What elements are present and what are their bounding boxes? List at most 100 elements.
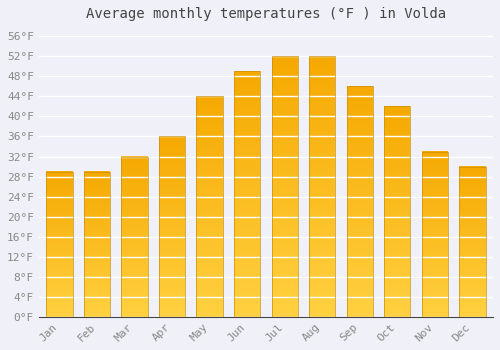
Bar [122, 248, 148, 251]
Bar [196, 102, 223, 105]
Bar [309, 183, 336, 187]
Bar [159, 290, 185, 292]
Bar [196, 275, 223, 278]
Bar [234, 222, 260, 225]
Bar [422, 218, 448, 220]
Bar [84, 251, 110, 253]
Bar [46, 211, 72, 213]
Bar [272, 144, 298, 147]
Bar [234, 77, 260, 80]
Bar [384, 177, 410, 180]
Bar [422, 197, 448, 199]
Bar [159, 260, 185, 263]
Bar [460, 311, 485, 313]
Bar [384, 206, 410, 209]
Bar [346, 130, 373, 132]
Bar [460, 274, 485, 275]
Bar [84, 275, 110, 277]
Bar [46, 255, 72, 257]
Bar [346, 164, 373, 167]
Bar [234, 310, 260, 314]
Bar [122, 181, 148, 183]
Bar [272, 170, 298, 174]
Bar [46, 220, 72, 222]
Bar [460, 200, 485, 202]
Bar [309, 105, 336, 108]
Bar [234, 71, 260, 75]
Bar [46, 226, 72, 228]
Bar [159, 197, 185, 199]
Bar [460, 167, 485, 317]
Bar [384, 125, 410, 127]
Bar [84, 195, 110, 197]
Bar [272, 147, 298, 151]
Bar [84, 279, 110, 280]
Bar [346, 314, 373, 317]
Bar [422, 203, 448, 205]
Bar [460, 289, 485, 290]
Bar [46, 206, 72, 208]
Bar [84, 177, 110, 179]
Bar [122, 206, 148, 209]
Bar [84, 233, 110, 235]
Bar [384, 185, 410, 188]
Bar [272, 252, 298, 255]
Bar [272, 222, 298, 226]
Bar [122, 295, 148, 297]
Bar [346, 121, 373, 124]
Bar [309, 147, 336, 151]
Bar [84, 231, 110, 233]
Bar [46, 260, 72, 262]
Bar [384, 196, 410, 198]
Bar [196, 132, 223, 135]
Bar [422, 191, 448, 193]
Bar [122, 156, 148, 317]
Bar [346, 176, 373, 178]
Bar [422, 240, 448, 243]
Bar [309, 128, 336, 131]
Bar [196, 300, 223, 303]
Bar [159, 224, 185, 227]
Bar [346, 86, 373, 89]
Bar [46, 233, 72, 235]
Bar [422, 184, 448, 187]
Bar [234, 308, 260, 311]
Bar [346, 92, 373, 95]
Bar [422, 164, 448, 166]
Bar [46, 286, 72, 288]
Bar [272, 310, 298, 314]
Bar [460, 244, 485, 245]
Bar [196, 152, 223, 154]
Bar [460, 307, 485, 309]
Bar [422, 275, 448, 278]
Bar [234, 216, 260, 219]
Bar [46, 181, 72, 182]
Bar [122, 187, 148, 189]
Bar [159, 157, 185, 159]
Bar [196, 220, 223, 223]
Bar [46, 240, 72, 242]
Bar [159, 254, 185, 256]
Bar [384, 122, 410, 125]
Bar [422, 292, 448, 294]
Bar [122, 299, 148, 301]
Bar [84, 280, 110, 282]
Bar [422, 265, 448, 267]
Bar [422, 306, 448, 309]
Bar [234, 142, 260, 145]
Bar [422, 205, 448, 207]
Bar [234, 96, 260, 99]
Bar [384, 209, 410, 212]
Bar [272, 121, 298, 125]
Bar [196, 143, 223, 146]
Bar [309, 307, 336, 310]
Bar [159, 184, 185, 186]
Bar [309, 144, 336, 147]
Bar [460, 225, 485, 227]
Bar [159, 218, 185, 220]
Bar [346, 253, 373, 256]
Bar [272, 76, 298, 79]
Bar [84, 210, 110, 211]
Bar [422, 152, 448, 317]
Bar [309, 209, 336, 212]
